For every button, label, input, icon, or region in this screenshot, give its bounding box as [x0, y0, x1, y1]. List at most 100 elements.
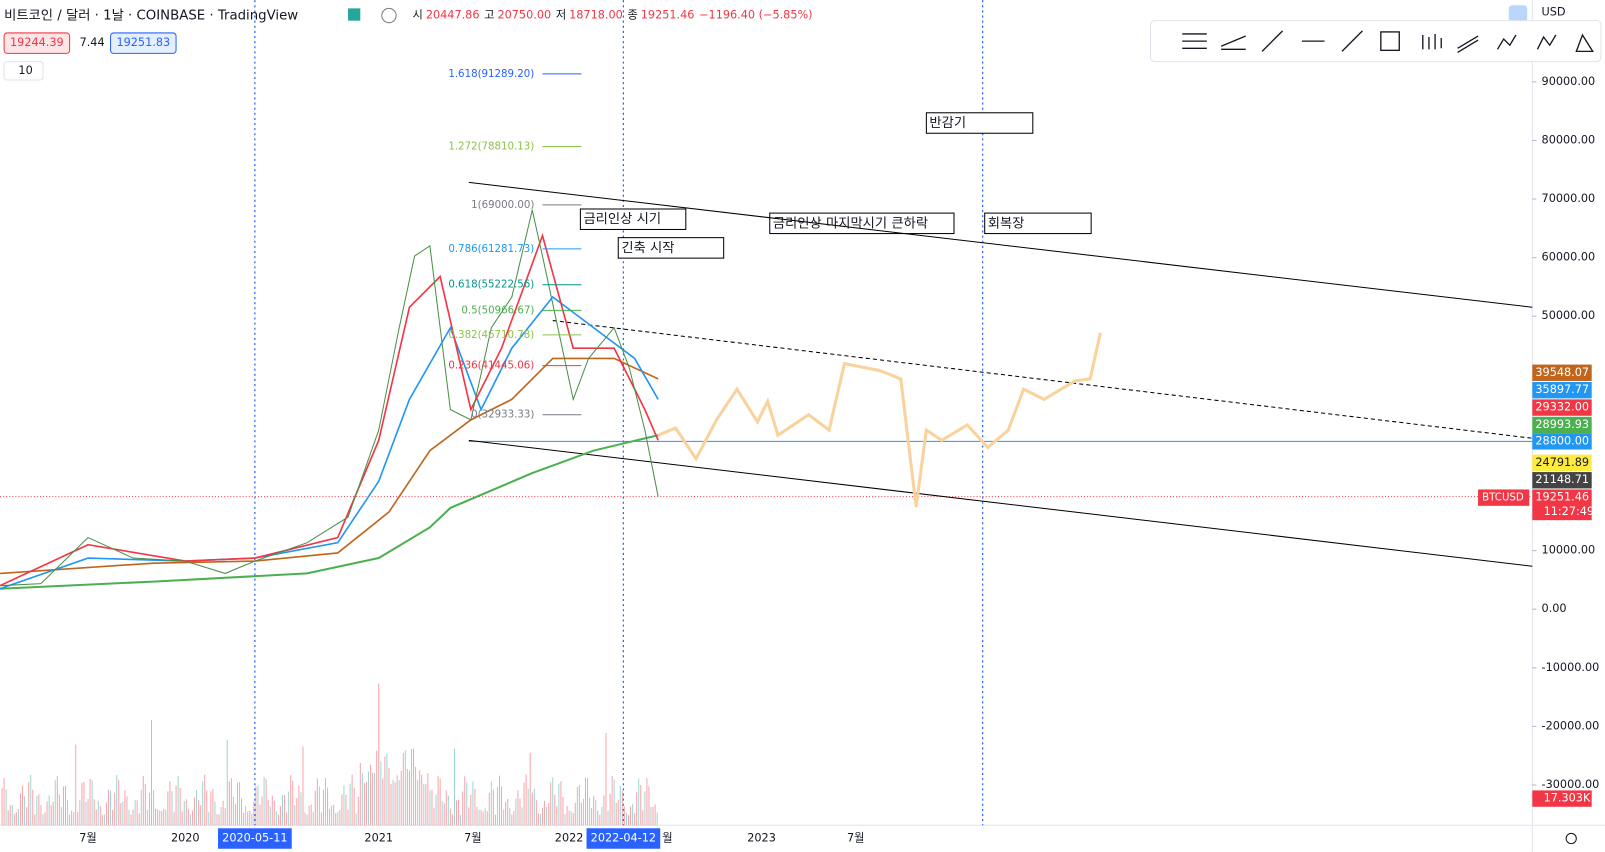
price-tag — [1532, 381, 1592, 399]
last-price: 19251.46 — [1535, 491, 1589, 504]
spread: 7.44 — [80, 36, 105, 49]
price-tag-label: 24791.89 — [1535, 456, 1589, 469]
price-label: 60000.00 — [1542, 251, 1596, 264]
time-axis: 7월 2020 2021 7월 2022 2023 7월 월 2020-05-11 2022-04… — [79, 828, 865, 849]
price-label: -30000.00 — [1542, 778, 1600, 791]
annotation: 회복장 — [988, 215, 1025, 231]
annotation-box — [769, 212, 955, 235]
countdown: 11:27:49 — [1544, 505, 1595, 518]
fib-label: 0.5(50966.67) — [461, 305, 534, 316]
time-label: 7월 — [79, 832, 97, 845]
time-highlight-label: 2020-05-11 — [222, 832, 287, 845]
currency[interactable]: USD — [1542, 5, 1566, 18]
bid-box[interactable] — [3, 32, 71, 54]
last-price-tag — [1532, 489, 1592, 521]
annotation: 긴축 시작 — [621, 240, 674, 256]
fib-label: 0.618(55222.56) — [448, 280, 534, 291]
symbol-tag-label: BTCUSD — [1482, 493, 1524, 504]
price-tag-label: 39548.07 — [1535, 366, 1589, 379]
price-label: 90000.00 — [1542, 75, 1596, 88]
moving-averages — [0, 232, 659, 590]
ohlc-value: 20447.86 — [426, 9, 480, 22]
ohlc-key: 고 — [484, 9, 494, 22]
fib-label: 1(69000.00) — [471, 200, 534, 211]
annotation-box — [579, 208, 687, 230]
ask-box[interactable] — [110, 32, 177, 54]
annotation-box — [984, 212, 1092, 235]
fib-label: 0.236(41445.06) — [448, 361, 534, 372]
symbol-title: 비트코인 / 달러 · 1날 · COINBASE · TradingView — [4, 8, 298, 24]
vertical-lines — [254, 0, 984, 826]
projection — [657, 332, 1102, 508]
price-tag-label: 28800.00 — [1535, 434, 1589, 447]
time-label: 7월 — [847, 832, 865, 845]
fib-label: 1.272(78810.13) — [448, 142, 534, 153]
fib-label: 0.382(46710.78) — [448, 330, 534, 341]
time-highlight-label: 2022-04-12 — [591, 832, 656, 845]
drawing-toolbar — [1150, 20, 1602, 63]
time-label: 2020 — [171, 832, 200, 845]
time-label: 7월 — [464, 832, 482, 845]
annotation: 금리인상 시기 — [583, 211, 661, 227]
ohlc-key: 종 — [627, 9, 637, 22]
price-tag-label: 35897.77 — [1535, 383, 1589, 396]
time-highlight — [586, 828, 661, 849]
ohlc-key: 시 — [413, 9, 423, 22]
annotation: 반감기 — [929, 115, 966, 131]
fib-label: 0(32933.33) — [471, 410, 534, 421]
ohlc-value: 20750.00 — [497, 9, 551, 22]
indicator: 10 — [18, 64, 32, 77]
price-label: -20000.00 — [1542, 719, 1600, 732]
price-tag — [1532, 364, 1592, 381]
time-label: 2022 — [555, 832, 584, 845]
indicator-box[interactable] — [3, 61, 44, 81]
market-status — [348, 8, 361, 21]
eye-icon[interactable] — [381, 7, 397, 24]
annotation-box — [925, 112, 1034, 134]
price-tag — [1532, 472, 1592, 489]
symbol-tag — [1478, 489, 1530, 506]
price-label: 80000.00 — [1542, 133, 1596, 146]
ohlc: 시 20447.86 고 20750.00 저 18718.00 종 19251.46 −119… — [413, 9, 813, 22]
fib-labels: 1.618(91289.20) 1.272(78810.13) 1(69000.00… — [448, 69, 534, 421]
volume-tag — [1532, 790, 1592, 807]
time-label: 월 — [662, 832, 672, 845]
ohlc-value: 19251.46 — [641, 9, 695, 22]
ohlc-value: 18718.00 — [569, 9, 623, 22]
toolbar-icons[interactable] — [1182, 30, 1594, 53]
time-label: 2021 — [364, 832, 393, 845]
annotation-box — [617, 237, 725, 259]
price-tag-label: 29332.00 — [1535, 401, 1589, 414]
price-line — [0, 209, 659, 587]
price-tag — [1532, 433, 1592, 450]
price-label: 50000.00 — [1542, 309, 1596, 322]
volume — [1, 683, 658, 826]
price-label: -10000.00 — [1542, 661, 1600, 674]
price-tag-label: 21148.71 — [1535, 473, 1589, 486]
price-tags: 39548.07 35897.77 29332.00 28993.93 28800.00… — [1478, 364, 1595, 807]
price-label: 70000.00 — [1542, 192, 1596, 205]
settings-icon[interactable] — [1565, 832, 1577, 845]
price-tag-label: 28993.93 — [1535, 418, 1589, 431]
screenshot-button[interactable] — [1508, 5, 1528, 22]
fib-lines — [542, 73, 582, 416]
fib-label: 1.618(91289.20) — [448, 69, 534, 80]
time-label: 2023 — [747, 832, 776, 845]
price-label: 0.00 — [1542, 602, 1567, 615]
price-tag — [1532, 399, 1592, 416]
price-axis: 90000.00 80000.00 70000.00 60000.00 50000.00… — [1532, 75, 1599, 791]
bid: 19244.39 — [10, 36, 64, 49]
price-tag — [1532, 454, 1592, 472]
price-label: 10000.00 — [1542, 544, 1596, 557]
time-highlight — [218, 828, 292, 849]
fib-label: 0.786(61281.73) — [448, 244, 534, 255]
annotation: 금리인상 마지막시기 큰하락 — [773, 215, 928, 231]
change: −1196.40 (−5.85%) — [699, 9, 812, 22]
trend-channel — [468, 181, 1533, 567]
ohlc-key: 저 — [556, 9, 566, 22]
volume-label: 17.303K — [1544, 792, 1591, 805]
price-tag — [1532, 416, 1592, 434]
ask: 19251.83 — [116, 36, 170, 49]
